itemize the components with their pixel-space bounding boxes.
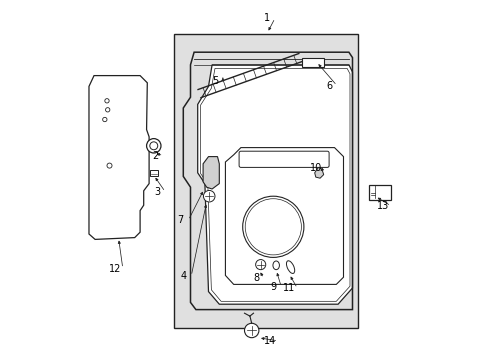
Polygon shape (197, 65, 352, 304)
Text: 8: 8 (252, 273, 259, 283)
Text: 13: 13 (376, 201, 388, 211)
Bar (174, 34, 357, 328)
Text: 9: 9 (270, 282, 276, 292)
Text: 1: 1 (264, 13, 270, 23)
Polygon shape (203, 157, 219, 189)
Text: 4: 4 (180, 271, 186, 281)
Text: 10: 10 (310, 163, 322, 173)
FancyBboxPatch shape (150, 170, 158, 176)
Circle shape (146, 139, 161, 153)
FancyBboxPatch shape (239, 151, 328, 167)
Circle shape (244, 323, 258, 338)
Circle shape (203, 190, 215, 202)
Text: 11: 11 (283, 283, 295, 293)
Ellipse shape (272, 261, 279, 270)
Text: 5: 5 (211, 76, 218, 86)
Text: 6: 6 (325, 81, 331, 91)
Text: 7: 7 (177, 215, 183, 225)
Polygon shape (314, 167, 323, 178)
Polygon shape (89, 76, 149, 239)
FancyBboxPatch shape (302, 58, 323, 67)
Circle shape (255, 260, 265, 270)
Text: 14: 14 (264, 336, 276, 346)
FancyBboxPatch shape (368, 185, 390, 200)
Text: 3: 3 (154, 187, 160, 197)
Text: 2: 2 (152, 150, 159, 161)
Ellipse shape (286, 261, 294, 274)
Text: 12: 12 (108, 264, 121, 274)
